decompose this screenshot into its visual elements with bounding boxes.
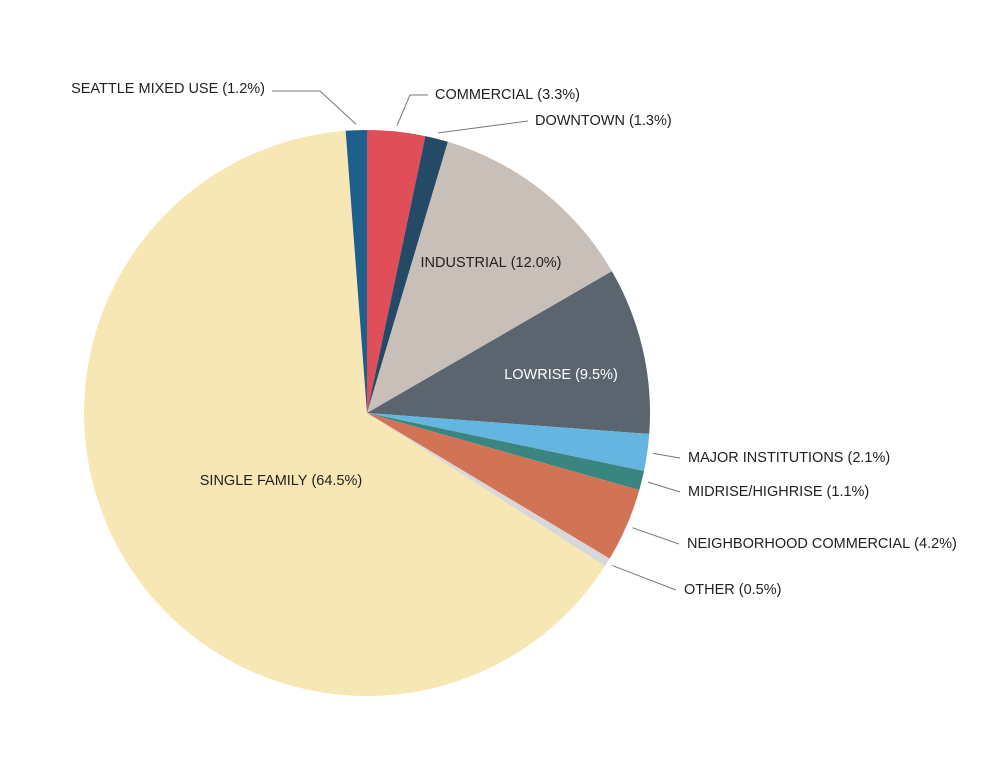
pie-slice [83, 130, 605, 697]
slice-value: (1.1%) [827, 484, 870, 500]
slice-value: (1.3%) [629, 113, 672, 129]
slice-name: SEATTLE MIXED USE [71, 81, 219, 97]
leader-line [632, 527, 680, 545]
pie-slice [367, 413, 640, 559]
slice-name: MAJOR INSTITUTIONS [688, 450, 843, 466]
slice-label: DOWNTOWN (1.3%) [535, 113, 672, 129]
slice-name: COMMERCIAL [435, 87, 533, 103]
slice-name: NEIGHBORHOOD COMMERCIAL [687, 536, 910, 552]
slice-name: OTHER [684, 582, 735, 598]
slice-label: COMMERCIAL (3.3%) [435, 87, 580, 103]
pie-slice [367, 136, 448, 413]
slice-label: SEATTLE MIXED USE (1.2%) [71, 81, 265, 97]
slice-label: OTHER (0.5%) [684, 582, 781, 598]
leader-line [396, 94, 428, 126]
slice-label: LOWRISE (9.5%) [504, 367, 618, 383]
slice-name: DOWNTOWN [535, 113, 625, 129]
leader-line [612, 565, 677, 591]
slice-value: (4.2%) [914, 536, 957, 552]
slice-value: (12.0%) [511, 255, 562, 271]
slice-value: (3.3%) [537, 87, 580, 103]
pie-slice [367, 413, 644, 491]
leader-line [653, 452, 681, 459]
pie-slice [367, 413, 650, 471]
slice-value: (1.2%) [222, 81, 265, 97]
slice-name: SINGLE FAMILY [200, 473, 308, 489]
slice-value: (9.5%) [575, 367, 618, 383]
leader-line [272, 90, 357, 125]
slice-value: (64.5%) [311, 473, 362, 489]
slice-label: MAJOR INSTITUTIONS (2.1%) [688, 450, 890, 466]
slice-label: SINGLE FAMILY (64.5%) [200, 473, 363, 489]
slice-value: (2.1%) [847, 450, 890, 466]
slice-label: MIDRISE/HIGHRISE (1.1%) [688, 484, 869, 500]
slice-value: (0.5%) [739, 582, 782, 598]
leader-line [438, 120, 529, 134]
pie-slice [367, 271, 650, 434]
pie-slice [367, 130, 426, 413]
slice-name: MIDRISE/HIGHRISE [688, 484, 823, 500]
pie-slice [367, 413, 610, 567]
pie-slice [345, 130, 367, 413]
slice-label: NEIGHBORHOOD COMMERCIAL (4.2%) [687, 536, 957, 552]
leader-line [647, 481, 681, 493]
slice-label: INDUSTRIAL (12.0%) [421, 255, 562, 271]
pie-slice [367, 141, 612, 413]
slice-name: INDUSTRIAL [421, 255, 507, 271]
slice-name: LOWRISE [504, 367, 571, 383]
